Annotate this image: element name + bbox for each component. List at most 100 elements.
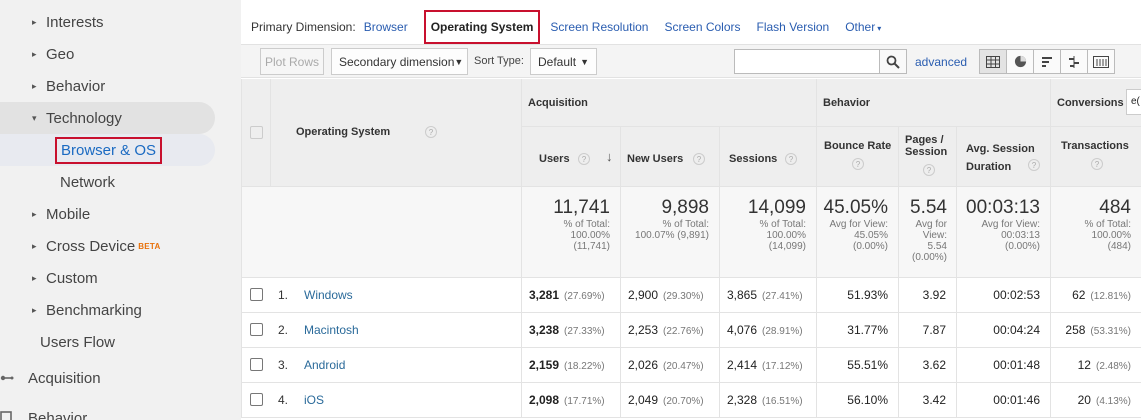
help-icon[interactable]: ? bbox=[1028, 159, 1040, 171]
primary-dimension-bar: Primary Dimension: Browser Operating Sys… bbox=[251, 10, 897, 44]
advanced-filter-link[interactable]: advanced bbox=[915, 55, 968, 69]
cell-percent: (20.47%) bbox=[663, 361, 704, 372]
dimension-screen-colors-link[interactable]: Screen Colors bbox=[664, 20, 741, 34]
total-note: Avg for bbox=[915, 219, 948, 230]
total-note: (0.00%) bbox=[852, 241, 888, 252]
behavior-group-label: Behavior bbox=[823, 97, 871, 109]
cell-value: 62 bbox=[1072, 288, 1086, 302]
total-note: Avg for View: bbox=[981, 219, 1040, 230]
sidebar-item-geo[interactable]: ▸ Geo bbox=[32, 38, 74, 70]
column-header-transactions[interactable]: Transactions ? bbox=[1051, 127, 1141, 187]
total-note: (0.00%) bbox=[1004, 241, 1040, 252]
row-checkbox-cell bbox=[241, 278, 271, 313]
operating-system-link[interactable]: Macintosh bbox=[304, 323, 359, 337]
table-search-input[interactable] bbox=[734, 49, 880, 74]
sidebar-item-label: Cross Device bbox=[46, 237, 136, 255]
cell-sessions: 4,076 (28.91%) bbox=[720, 313, 817, 348]
avg-session-duration-header-label: Avg. Session Duration bbox=[966, 143, 1035, 173]
comparison-view-button[interactable] bbox=[1060, 49, 1088, 74]
sidebar-item-browser-os[interactable]: Browser & OS bbox=[0, 134, 215, 166]
pie-chart-icon bbox=[1014, 55, 1026, 68]
row-checkbox[interactable] bbox=[250, 288, 263, 301]
help-icon[interactable]: ? bbox=[923, 164, 935, 176]
cell-duration: 00:04:24 bbox=[957, 313, 1051, 348]
row-checkbox[interactable] bbox=[250, 358, 263, 371]
dimension-header[interactable]: Operating System ? bbox=[271, 79, 522, 187]
total-note: (484) bbox=[1107, 241, 1131, 252]
help-icon[interactable]: ? bbox=[578, 153, 590, 165]
dimension-flash-version-link[interactable]: Flash Version bbox=[756, 20, 830, 34]
help-icon[interactable]: ? bbox=[785, 153, 797, 165]
cell-new-users: 2,900 (29.30%) bbox=[621, 278, 720, 313]
column-header-bounce-rate[interactable]: Bounce Rate ? bbox=[817, 127, 899, 187]
dimension-other-dropdown[interactable]: Other ▾ bbox=[845, 20, 881, 34]
operating-system-link[interactable]: Windows bbox=[304, 288, 353, 302]
report-main: Primary Dimension: Browser Operating Sys… bbox=[241, 0, 1141, 420]
sidebar-item-label: Users Flow bbox=[40, 333, 116, 351]
goal-select[interactable]: e( bbox=[1126, 89, 1141, 115]
row-number: 2. bbox=[278, 323, 289, 337]
sort-type-select[interactable]: Default ▼ bbox=[530, 48, 597, 75]
sidebar-item-network[interactable]: Network bbox=[60, 166, 115, 198]
search-icon bbox=[886, 55, 900, 69]
row-checkbox[interactable] bbox=[250, 323, 263, 336]
column-header-new-users[interactable]: New Users ? bbox=[621, 127, 720, 187]
pie-view-button[interactable] bbox=[1006, 49, 1034, 74]
total-note: 00:03:13 bbox=[1001, 230, 1040, 241]
operating-system-link[interactable]: Android bbox=[304, 358, 346, 372]
bar-list-icon bbox=[1042, 56, 1052, 67]
performance-view-button[interactable] bbox=[1033, 49, 1061, 74]
row-dimension-cell: 4. iOS bbox=[271, 383, 522, 418]
plot-rows-button[interactable]: Plot Rows bbox=[260, 48, 324, 75]
sidebar-item-interests[interactable]: ▸ Interests bbox=[32, 6, 104, 38]
cell-percent: (53.31%) bbox=[1090, 326, 1131, 337]
dimension-browser-link[interactable]: Browser bbox=[363, 20, 408, 34]
sort-descending-icon: ↓ bbox=[606, 149, 613, 164]
beta-badge: BETA bbox=[138, 241, 161, 251]
cell-percent: (4.13%) bbox=[1095, 396, 1131, 407]
sidebar-item-technology[interactable]: ▾ Technology bbox=[0, 102, 215, 134]
dimension-operating-system-active[interactable]: Operating System bbox=[423, 10, 541, 44]
search-button[interactable] bbox=[879, 49, 907, 74]
cell-value: 2,328 bbox=[727, 393, 758, 407]
sidebar-item-cross-device[interactable]: ▸ Cross Device BETA bbox=[32, 230, 161, 262]
help-icon[interactable]: ? bbox=[693, 153, 705, 165]
totals-bounce-rate: 45.05% Avg for View: 45.05% (0.00%) bbox=[817, 187, 899, 278]
sidebar-item-behavior[interactable]: ▸ Behavior bbox=[32, 70, 105, 102]
cell-percent: (17.71%) bbox=[564, 396, 605, 407]
help-icon[interactable]: ? bbox=[1091, 158, 1103, 170]
sidebar-item-behavior-section[interactable]: Behavior bbox=[0, 402, 87, 420]
table-view-button[interactable] bbox=[979, 49, 1007, 74]
total-value: 484 bbox=[1099, 197, 1131, 218]
select-all-checkbox[interactable] bbox=[250, 126, 263, 139]
column-header-pages-session[interactable]: Pages / Session ? bbox=[899, 127, 957, 187]
operating-system-link[interactable]: iOS bbox=[304, 393, 325, 407]
cell-value: 31.77% bbox=[847, 323, 888, 337]
transactions-header-label: Transactions bbox=[1061, 140, 1129, 152]
secondary-dimension-select[interactable]: Secondary dimension ▼ bbox=[331, 48, 468, 75]
row-checkbox[interactable] bbox=[250, 393, 263, 406]
sidebar-item-users-flow[interactable]: Users Flow bbox=[40, 326, 115, 358]
total-note: % of Total: bbox=[563, 219, 610, 230]
cell-sessions: 2,328 (16.51%) bbox=[720, 383, 817, 418]
sidebar-item-acquisition[interactable]: Acquisition bbox=[0, 362, 101, 394]
totals-avg-session-duration: 00:03:13 Avg for View: 00:03:13 (0.00%) bbox=[957, 187, 1051, 278]
help-icon[interactable]: ? bbox=[852, 158, 864, 170]
sort-type-value: Default bbox=[538, 54, 577, 69]
sidebar-item-custom[interactable]: ▸ Custom bbox=[32, 262, 98, 294]
sidebar-item-mobile[interactable]: ▸ Mobile bbox=[32, 198, 90, 230]
column-header-users[interactable]: Users ? ↓ bbox=[522, 127, 621, 187]
help-icon[interactable]: ? bbox=[425, 126, 437, 138]
sidebar-item-label: Behavior bbox=[28, 409, 88, 420]
column-header-sessions[interactable]: Sessions ? bbox=[720, 127, 817, 187]
total-note: % of Total: bbox=[759, 219, 806, 230]
cell-users: 2,098 (17.71%) bbox=[522, 383, 621, 418]
total-note: Avg for View: bbox=[829, 219, 888, 230]
primary-dimension-label: Primary Dimension: bbox=[251, 20, 356, 34]
cell-value: 3,238 bbox=[529, 323, 560, 337]
sidebar-item-benchmarking[interactable]: ▸ Benchmarking bbox=[32, 294, 142, 326]
pivot-view-button[interactable] bbox=[1087, 49, 1115, 74]
dimension-screen-resolution-link[interactable]: Screen Resolution bbox=[550, 20, 649, 34]
cell-value: 3.92 bbox=[922, 288, 946, 302]
column-header-avg-session-duration[interactable]: Avg. Session Duration ? bbox=[957, 127, 1051, 187]
